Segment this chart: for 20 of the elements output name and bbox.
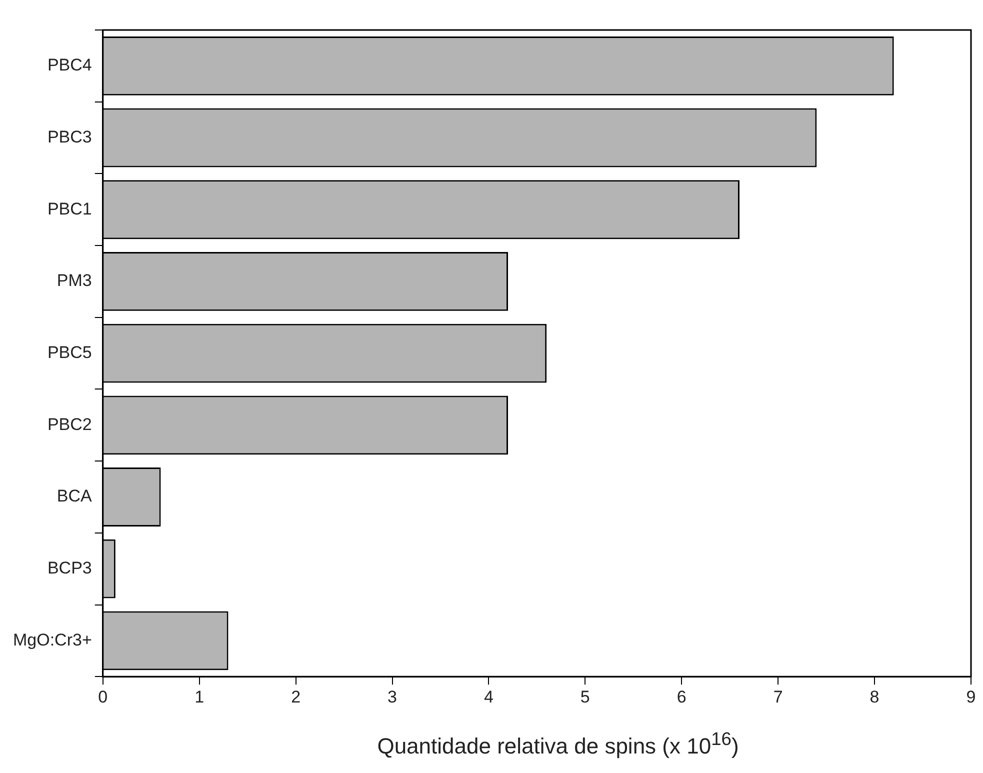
y-tick-label: PBC5 — [47, 342, 92, 362]
x-tick-label: 7 — [773, 687, 783, 706]
x-tick-label: 8 — [870, 687, 880, 706]
y-tick-label: PBC1 — [47, 199, 92, 218]
y-tick-label: BCP3 — [47, 558, 92, 578]
x-tick-label: 1 — [194, 687, 204, 706]
y-tick-label: BCA — [56, 486, 93, 506]
y-tick-label: PBC4 — [47, 56, 92, 75]
x-tick-label: 2 — [291, 687, 301, 706]
y-tick-label: PBC2 — [47, 414, 92, 434]
x-tick-label: 3 — [388, 687, 397, 706]
x-tick-label: 6 — [676, 687, 686, 706]
x-tick-label: 0 — [98, 687, 108, 706]
x-axis-title: Quantidade relativa de spins (x 10$^{16}$) — [376, 728, 740, 760]
x-tick-label: 9 — [966, 687, 976, 706]
x-tick-label: 4 — [484, 687, 494, 706]
y-tick-label: MgO:Cr3+ — [12, 630, 92, 650]
x-tick-label: 5 — [580, 687, 590, 706]
y-tick-label: PBC3 — [47, 127, 92, 146]
y-tick-label: PM3 — [56, 271, 92, 290]
